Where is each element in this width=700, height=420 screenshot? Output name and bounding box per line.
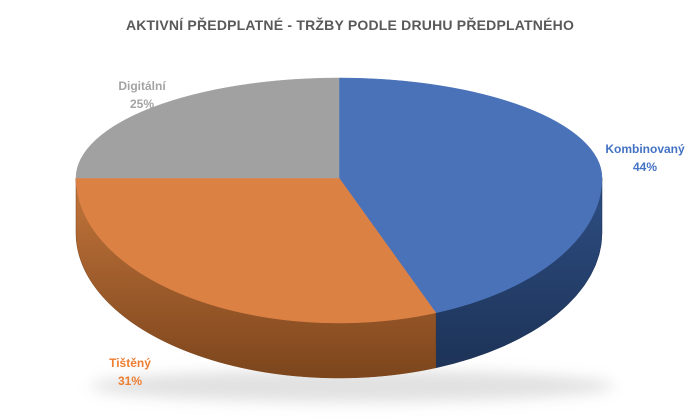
pie-shadow [90, 370, 614, 402]
chart-title: AKTIVNÍ PŘEDPLATNÉ - TRŽBY PODLE DRUHU P… [125, 17, 575, 33]
data-label-digitalni: Digitální 25% [82, 77, 202, 113]
data-label-name: Digitální [118, 79, 166, 93]
pie-slice-digitalni[interactable] [75, 77, 340, 179]
data-label-tisteny: Tištěný 31% [70, 354, 190, 390]
data-label-name: Kombinovaný [605, 142, 685, 156]
pie-slice-tisteny[interactable] [75, 177, 437, 324]
pie-slice-kombinovany[interactable] [338, 77, 603, 314]
data-label-pct: 31% [117, 374, 143, 388]
data-label-pct: 44% [632, 160, 658, 174]
data-label-pct: 25% [129, 97, 155, 111]
data-label-name: Tištěný [109, 356, 151, 370]
data-label-kombinovany: Kombinovaný 44% [585, 140, 700, 176]
